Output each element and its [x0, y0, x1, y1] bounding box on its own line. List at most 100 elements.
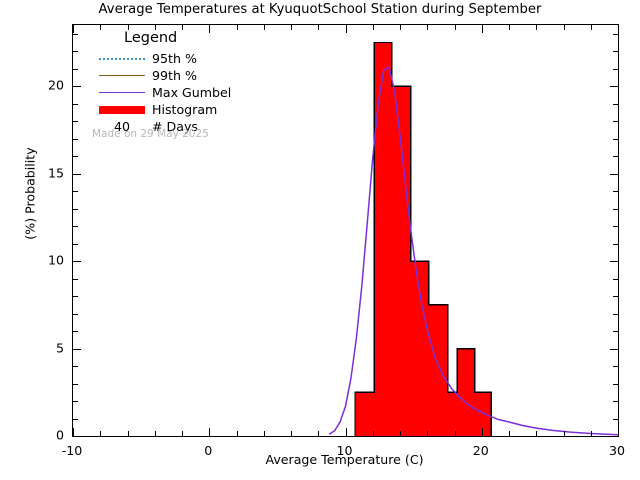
- x-tick: [73, 428, 74, 436]
- x-tick: [536, 25, 538, 30]
- y-tick: [73, 436, 81, 437]
- x-axis-label: Average Temperature (C): [265, 452, 424, 467]
- x-tick-label: 0: [204, 443, 213, 458]
- y-tick: [613, 191, 618, 193]
- y-tick: [73, 243, 78, 245]
- y-tick: [73, 191, 78, 193]
- chart-title: Average Temperatures at KyuquotSchool St…: [98, 2, 542, 17]
- x-tick: [427, 431, 429, 436]
- y-tick: [73, 208, 78, 210]
- y-tick: [73, 348, 81, 350]
- legend-key-filled-swatch: [98, 102, 146, 117]
- x-tick-label: 20: [472, 443, 489, 458]
- legend-entry: 99th %: [98, 67, 328, 84]
- x-tick: [400, 431, 401, 436]
- x-tick: [236, 25, 238, 30]
- watermark: Made on 29 May 2025: [92, 128, 209, 140]
- x-tick: [590, 25, 592, 30]
- histogram-bars: [354, 41, 492, 436]
- x-tick: [372, 431, 374, 436]
- y-tick: [73, 383, 78, 385]
- y-tick: [613, 243, 618, 245]
- y-tick-label: 20: [47, 77, 64, 93]
- y-tick: [73, 261, 81, 263]
- x-tick: [291, 431, 292, 436]
- x-tick: [618, 25, 619, 33]
- y-tick: [73, 418, 78, 420]
- legend: Legend 95th % 99th % Max Gumbel Histogram 4…: [98, 30, 328, 135]
- y-tick: [73, 401, 78, 403]
- x-tick: [345, 25, 347, 33]
- histogram-bar: [457, 348, 475, 436]
- y-tick: [73, 278, 78, 280]
- x-tick: [427, 25, 429, 30]
- y-tick-label: 10: [47, 252, 64, 268]
- y-tick: [613, 68, 618, 70]
- days-count: 40: [113, 119, 131, 134]
- histogram-bar: [374, 42, 392, 436]
- plot-svg: [328, 41, 618, 436]
- x-tick: [73, 25, 74, 33]
- x-tick-label: 30: [608, 443, 626, 458]
- y-tick: [613, 278, 618, 280]
- y-tick: [610, 261, 618, 263]
- histogram-bar: [474, 392, 492, 436]
- x-tick: [127, 25, 129, 30]
- y-tick-label: 5: [55, 340, 64, 356]
- legend-marker: [99, 106, 145, 114]
- y-tick: [73, 313, 78, 315]
- y-tick: [73, 296, 78, 298]
- y-tick: [613, 208, 618, 210]
- legend-entries: 95th % 99th % Max Gumbel Histogram: [98, 50, 328, 118]
- y-tick: [613, 51, 618, 53]
- x-tick: [263, 431, 265, 436]
- x-tick-label: 10: [336, 443, 353, 458]
- max-gumbel-curve: [328, 65, 618, 436]
- y-tick: [613, 33, 618, 35]
- y-tick-label: 0: [55, 427, 64, 443]
- legend-key-solid-line: [98, 68, 146, 83]
- y-tick: [613, 331, 618, 333]
- y-tick: [610, 86, 618, 88]
- legend-entry: 95th %: [98, 50, 328, 67]
- legend-key-dotted-line: [98, 51, 146, 66]
- x-tick: [454, 25, 456, 30]
- legend-marker: [99, 92, 145, 93]
- plot-inner: [73, 25, 618, 436]
- y-axis-label: (%) Probability: [22, 147, 38, 240]
- y-tick: [73, 138, 78, 140]
- x-tick: [454, 431, 456, 436]
- y-tick: [73, 51, 78, 53]
- x-tick: [481, 428, 483, 436]
- legend-marker: [99, 75, 145, 76]
- legend-label: 95th %: [152, 51, 197, 66]
- y-tick: [613, 121, 618, 123]
- x-tick: [563, 431, 565, 436]
- x-tick: [536, 431, 538, 436]
- legend-entry: Histogram: [98, 101, 328, 118]
- x-tick-label: -10: [61, 443, 83, 458]
- histogram-outline: [354, 41, 492, 436]
- y-tick: [610, 173, 618, 175]
- y-tick: [613, 418, 618, 420]
- histogram-bar: [355, 392, 375, 436]
- histogram-bar: [428, 304, 448, 436]
- y-tick: [610, 436, 618, 437]
- legend-key-solid-line: [98, 85, 146, 100]
- legend-entry-days: 40 # Days: [98, 118, 328, 135]
- y-tick: [73, 173, 81, 175]
- y-tick: [613, 313, 618, 315]
- x-tick: [563, 25, 565, 30]
- x-tick: [263, 25, 265, 30]
- x-tick: [372, 25, 374, 30]
- x-tick: [154, 431, 156, 436]
- x-tick: [209, 25, 211, 33]
- y-tick-label: 15: [47, 165, 64, 181]
- legend-label: 99th %: [152, 68, 197, 83]
- x-tick: [481, 25, 483, 33]
- legend-label: Max Gumbel: [152, 85, 232, 100]
- legend-title: Legend: [124, 30, 178, 46]
- legend-label: Histogram: [152, 102, 218, 117]
- y-tick: [73, 103, 78, 105]
- x-tick: [400, 25, 401, 30]
